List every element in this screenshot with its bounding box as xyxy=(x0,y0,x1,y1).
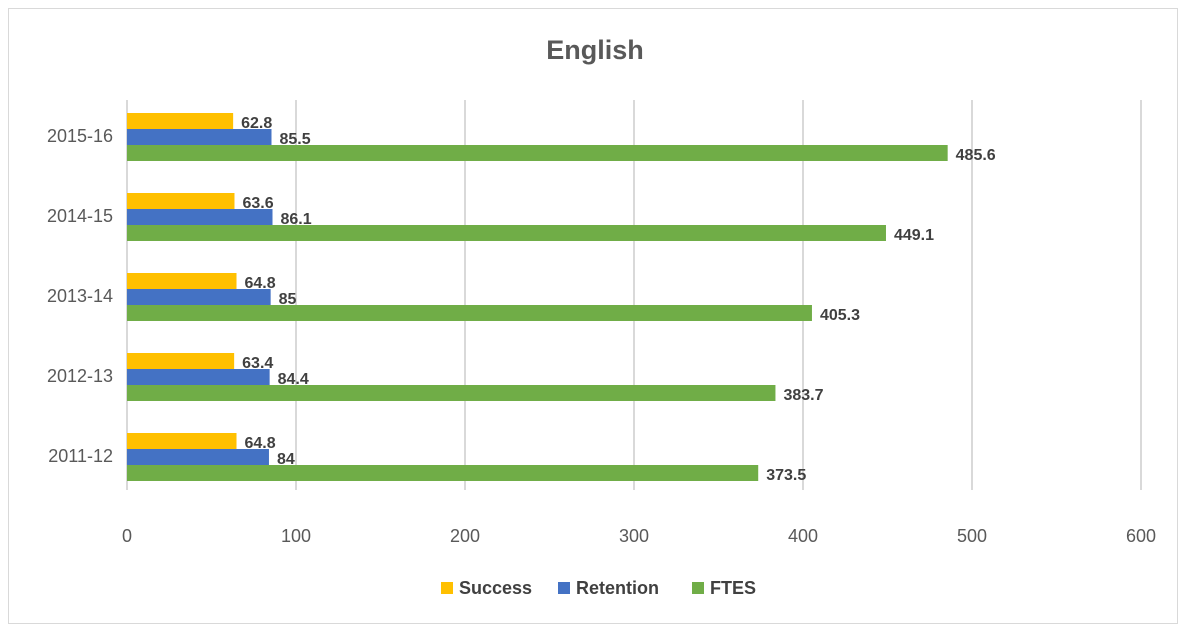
data-label: 63.4 xyxy=(242,355,273,372)
bar xyxy=(127,385,776,401)
y-tick-label: 2012-13 xyxy=(47,366,113,386)
bar xyxy=(127,465,759,481)
bar xyxy=(127,209,273,225)
bar xyxy=(127,433,237,449)
bar xyxy=(127,145,948,161)
data-label: 85.5 xyxy=(279,131,310,148)
y-tick-label: 2013-14 xyxy=(47,286,113,306)
legend-swatch xyxy=(441,582,453,594)
bar xyxy=(127,353,235,369)
data-label: 373.5 xyxy=(766,467,806,484)
legend-label: Retention xyxy=(576,578,659,598)
data-label: 62.8 xyxy=(241,115,272,132)
bar xyxy=(127,305,812,321)
x-tick-label: 0 xyxy=(122,526,132,546)
data-label: 84.4 xyxy=(278,371,309,388)
legend-label: Success xyxy=(459,578,532,598)
data-label: 485.6 xyxy=(956,147,996,164)
bar xyxy=(127,369,270,385)
x-tick-label: 500 xyxy=(957,526,987,546)
data-label: 449.1 xyxy=(894,227,934,244)
data-label: 84 xyxy=(277,451,295,468)
data-label: 405.3 xyxy=(820,307,860,324)
x-tick-label: 100 xyxy=(281,526,311,546)
legend-swatch xyxy=(558,582,570,594)
y-tick-label: 2015-16 xyxy=(47,126,113,146)
data-label: 64.8 xyxy=(245,275,276,292)
data-label: 85 xyxy=(279,291,297,308)
y-tick-label: 2014-15 xyxy=(47,206,113,226)
bar xyxy=(127,449,269,465)
x-tick-label: 600 xyxy=(1126,526,1156,546)
bar xyxy=(127,193,235,209)
bar xyxy=(127,225,886,241)
x-tick-label: 200 xyxy=(450,526,480,546)
data-label: 64.8 xyxy=(245,435,276,452)
y-tick-label: 2011-12 xyxy=(48,446,113,466)
x-tick-label: 300 xyxy=(619,526,649,546)
bar xyxy=(127,113,234,129)
data-label: 383.7 xyxy=(783,387,823,404)
legend-swatch xyxy=(692,582,704,594)
bar xyxy=(127,129,272,145)
x-tick-label: 400 xyxy=(788,526,818,546)
bar xyxy=(127,289,271,305)
data-label: 63.6 xyxy=(242,195,273,212)
bar xyxy=(127,273,237,289)
chart-title: English xyxy=(546,35,644,65)
legend-label: FTES xyxy=(710,578,756,598)
data-label: 86.1 xyxy=(281,211,312,228)
